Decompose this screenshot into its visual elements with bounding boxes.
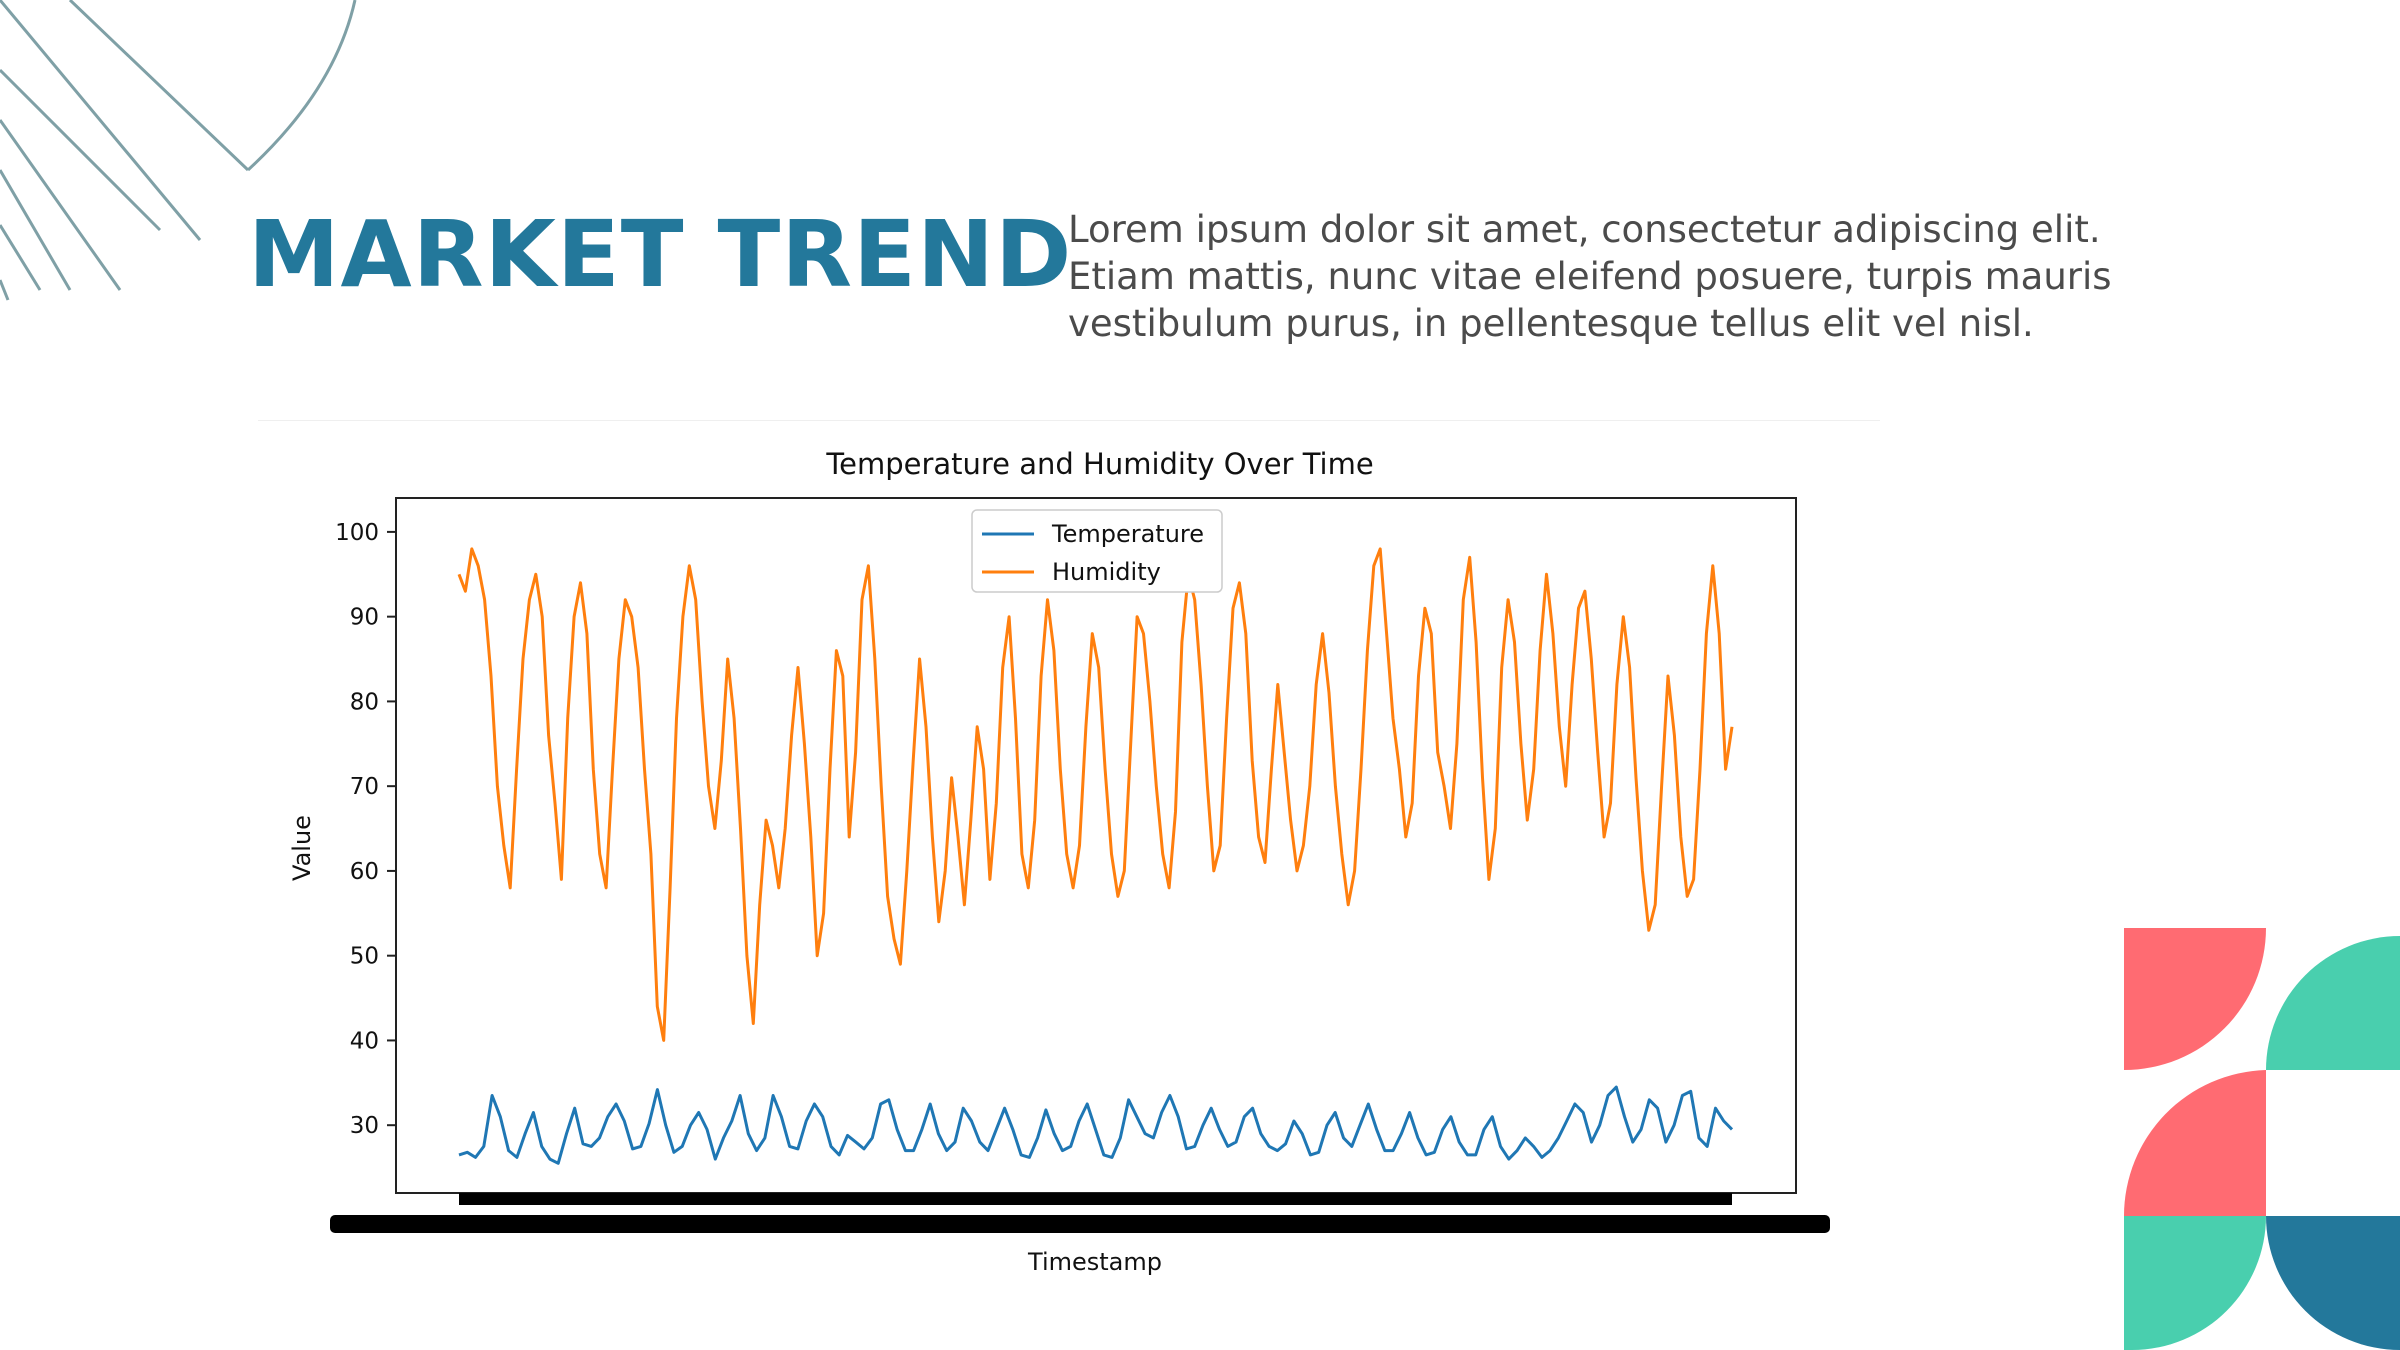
- decor-line: [68, 0, 250, 172]
- y-tick-label: 100: [335, 520, 379, 546]
- legend-box: [971, 509, 1223, 593]
- y-tick-label: 70: [350, 774, 379, 800]
- decor-line: [0, 279, 10, 301]
- intro-paragraph: Lorem ipsum dolor sit amet, consectetur …: [1068, 208, 2112, 345]
- x-axis-ticklabels: [330, 1193, 1830, 1233]
- y-tick-label: 40: [350, 1028, 379, 1054]
- y-tick-label: 90: [350, 605, 379, 631]
- legend: Temperature Humidity: [971, 509, 1223, 593]
- decorative-lines: [0, 0, 357, 301]
- decor-arc: [246, 0, 357, 172]
- decor-line: [0, 0, 202, 241]
- decor-line: [0, 68, 162, 232]
- blue-quarter-circle-bottom: [2266, 1216, 2400, 1350]
- y-tick-label: 50: [350, 944, 379, 970]
- y-tick-label: 30: [350, 1113, 379, 1139]
- plot-series: [457, 547, 1734, 1165]
- decor-line: [0, 119, 122, 291]
- legend-label: Temperature: [1051, 520, 1204, 548]
- divider: [258, 420, 1880, 421]
- y-axis: 30 40 50 60 70 80 90 100: [335, 520, 396, 1139]
- y-tick-label: 60: [350, 859, 379, 885]
- green-quarter-circle-bottom: [2124, 1216, 2266, 1350]
- series-line-temperature: [458, 1085, 1734, 1165]
- chart-title: Temperature and Humidity Over Time: [825, 447, 1373, 481]
- decorative-shapes: [2124, 928, 2400, 1350]
- green-quarter-circle-top: [2266, 936, 2400, 1070]
- y-tick-label: 80: [350, 689, 379, 715]
- x-axis-label: Timestamp: [1027, 1248, 1162, 1276]
- series-line-humidity: [457, 547, 1734, 1042]
- x-tick-marks: [459, 1193, 1732, 1205]
- decor-line: [0, 169, 72, 291]
- red-quarter-circle-middle: [2124, 1070, 2266, 1216]
- x-tick-labels-overlap: [330, 1215, 1830, 1233]
- plot-frame: [395, 497, 1797, 1194]
- legend-label: Humidity: [1052, 558, 1161, 586]
- decor-line: [0, 224, 42, 291]
- page-title: MARKET TREND: [248, 201, 1073, 308]
- y-axis-label: Value: [288, 815, 316, 881]
- line-chart: Temperature and Humidity Over Time 30 40 5…: [288, 447, 1830, 1276]
- red-quarter-circle-top: [2124, 928, 2266, 1070]
